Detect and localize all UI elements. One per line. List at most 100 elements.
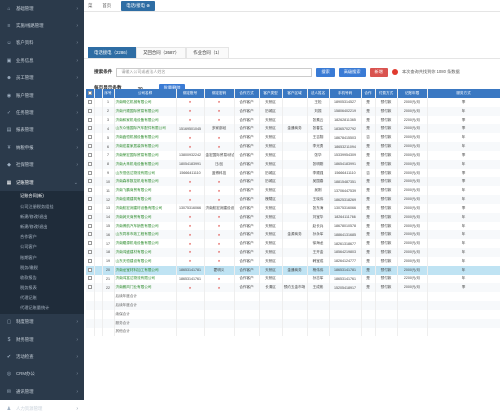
sidebar-subitem-4[interactable]: 合作客户: [20, 234, 37, 240]
row-checkbox[interactable]: [87, 205, 92, 210]
row-checkbox[interactable]: [87, 108, 92, 113]
sidebar-item-9[interactable]: ◆ 社保管理 ›: [0, 157, 84, 174]
table-row[interactable]: 5 济南鑫恒机械设备有限公司 × × 合作客户 天桥区 王吉翔 18678415503 否预付款…: [86, 133, 500, 143]
sidebar-subitem-10[interactable]: 代理记账: [20, 295, 37, 301]
sidebar-subitem-9[interactable]: 税务报表: [20, 285, 37, 291]
cell-1[interactable]: 济南博航汽车销售有限公司: [114, 221, 177, 231]
sidebar-item-3[interactable]: ▣ 业务信息 ›: [0, 52, 84, 69]
cell-1[interactable]: 山东众驰国际汽车配件有限公司: [114, 124, 177, 134]
row-checkbox[interactable]: [87, 126, 92, 131]
row-checkbox[interactable]: [87, 179, 92, 184]
row-checkbox[interactable]: [87, 135, 92, 140]
sidebar-subitem-2[interactable]: 新建/修改/退出: [20, 213, 48, 219]
table-row[interactable]: 7济南荣宏国际贸易有限公司13800932242金宏国际贸易/综合+153399…: [86, 150, 500, 160]
row-checkbox[interactable]: [87, 99, 92, 104]
subtab-0[interactable]: 电话接电（2286）: [88, 47, 137, 58]
row-checkbox[interactable]: [87, 152, 92, 157]
cell-1[interactable]: 济南鑫恒机械设备有限公司: [114, 133, 177, 143]
table-row[interactable]: 11 济南飞鹏商贸有限公司 × × 合作客户 天桥区 吴刚 13706447539 是预付款 20…: [86, 186, 500, 196]
row-checkbox[interactable]: [87, 188, 92, 193]
cell-1[interactable]: 济南和家机电设备有限公司: [114, 115, 177, 125]
advanced-search-button[interactable]: 高级搜索: [338, 67, 366, 77]
select-all-checkbox[interactable]: [87, 91, 92, 95]
batch-delete-button[interactable]: 批量删除: [158, 83, 186, 93]
sidebar-subitem-8[interactable]: 收款报告: [20, 274, 37, 280]
sidebar-item-6[interactable]: ✓ 任务管理 ›: [0, 104, 84, 121]
search-button[interactable]: 搜索: [316, 67, 335, 77]
cell-1[interactable]: 济南佳顺建筑有限公司: [114, 195, 177, 204]
search-input[interactable]: 请输入公司或者法人姓名: [116, 67, 313, 77]
row-checkbox[interactable]: [87, 170, 92, 175]
sidebar-subitem-1[interactable]: 公司注册税务组挂: [20, 203, 54, 209]
table-row[interactable]: 19 山东天恒建设有限公司 × × 合作客户 天桥区 韩宝成 18264124777 是预付款 2…: [86, 256, 500, 266]
table-row[interactable]: 8 济南大禾机电设备有限公司 18054183991 汪/品 合作客户 天桥区 张明刚 186…: [86, 159, 500, 169]
cell-1[interactable]: 济南荣宏国际贸易有限公司: [114, 150, 177, 160]
sidebar-subitem-0[interactable]: 记账合同(新): [20, 193, 44, 199]
sidebar-subitem-3[interactable]: 新建/修改/退出: [20, 223, 48, 229]
sidebar-bottom-item-4[interactable]: ✉ 通讯管理 ›: [0, 383, 84, 400]
cell-1[interactable]: 山东同林市政工程有限公司: [114, 230, 177, 240]
cell-1[interactable]: 济南鸿富达物流有限公司: [114, 274, 177, 284]
table-row[interactable]: 13济南航宏润建材设备有限公司13075316066济南航宏润建设设备有限公司合…: [86, 203, 500, 213]
cell-1[interactable]: 济南飞鹏商贸有限公司: [114, 186, 177, 196]
row-checkbox[interactable]: [87, 223, 92, 228]
row-checkbox[interactable]: [87, 144, 92, 149]
sidebar-bottom-item-3[interactable]: ◎ CRM办公 ›: [0, 366, 84, 383]
cell-1[interactable]: 济南朗风门业有限公司: [114, 283, 177, 293]
page-size-value[interactable]: 20: [137, 85, 143, 91]
cell-1[interactable]: 济南大禾机电设备有限公司: [114, 159, 177, 169]
table-row[interactable]: 14 济南润天商贸有限公司 × × 合作客户 天桥区 刘宝华 18264111766 是预付款 2…: [86, 212, 500, 222]
cell-1[interactable]: 济南明亿机械有限公司: [114, 98, 177, 107]
row-checkbox[interactable]: [87, 117, 92, 122]
sidebar-subitem-5[interactable]: 公司客户: [20, 244, 37, 250]
row-checkbox[interactable]: [87, 197, 92, 202]
sidebar-subitem-7[interactable]: 税务/缴税: [20, 264, 38, 270]
row-checkbox[interactable]: [87, 285, 92, 290]
sidebar-bottom-item-5[interactable]: ♟ 人力资源管理 ›: [0, 401, 84, 418]
add-button[interactable]: 新增: [369, 67, 388, 77]
sidebar-bottom-item-0[interactable]: ▢ 制度管理 ›: [0, 314, 84, 331]
sidebar-bottom-item-2[interactable]: ✔ 活动检查 ›: [0, 348, 84, 365]
cell-1[interactable]: 山东恒信达物流有限公司: [114, 168, 177, 178]
sidebar-item-0[interactable]: ⌂ 基础管理 ›: [0, 0, 84, 17]
sidebar-subitem-6[interactable]: 账期客户: [20, 254, 37, 260]
row-checkbox[interactable]: [87, 241, 92, 246]
table-row[interactable]: 10 济南森林数控机电有限公司 × × 合作客户 历城区 吴国春 18815487351 是预付…: [86, 177, 500, 187]
table-row[interactable]: 20 济南龙宝材料加工有限公司 18653141781 霍明义 合作客户 天桥区 金通商务杨…: [86, 265, 500, 275]
cell-1[interactable]: 济南龙宝材料加工有限公司: [114, 265, 177, 275]
row-checkbox[interactable]: [87, 214, 92, 219]
row-checkbox[interactable]: [87, 258, 92, 263]
table-row[interactable]: 18 济南鸿盛建材有限公司 × × 合作客户 天桥区 王开金 18564219803 是预付款 2…: [86, 248, 500, 257]
sidebar-bottom-item-1[interactable]: $ 财务管理 ›: [0, 331, 84, 348]
row-checkbox[interactable]: [87, 232, 92, 237]
sidebar-item-10[interactable]: ▦ 记账管理 ⌄: [0, 174, 84, 191]
menu-toggle[interactable]: 菜: [88, 2, 93, 8]
row-checkbox[interactable]: [87, 249, 92, 254]
table-row[interactable]: 9 山东恒信达物流有限公司 15666411110 蓝博科技 合作客户 历城区 李顺强 156…: [86, 168, 500, 178]
cell-1[interactable]: 济南鸿盛建材有限公司: [114, 248, 177, 257]
table-row[interactable]: 12 济南佳顺建筑有限公司 × × 合作客户 槐荫区 王晓伟 18625318269 是预付款 2…: [86, 195, 500, 204]
table-row[interactable]: 21 济南鸿富达物流有限公司 18653141761 × 合作客户 天桥区 孙志军 18653…: [86, 274, 500, 284]
table-row[interactable]: 17 济南耀源机电设备有限公司 × × 合作客户 天桥区 徐海龙 18261318677 是预付…: [86, 239, 500, 249]
table-row[interactable]: 2 济南兴顺国际贸易有限公司 × × 合作客户 历城区 刘振 15806402219 是预付款 2…: [86, 106, 500, 116]
table-row[interactable]: 3 济南和家机电设备有限公司 × × 合作客户 天桥区 张素云 18262811365 是预付款…: [86, 115, 500, 125]
cell-1[interactable]: 济南耀源机电设备有限公司: [114, 239, 177, 249]
table-row[interactable]: 1 济南明亿机械有限公司 × × 合作客户 天桥区 王松 18905314527 是预付款 200…: [86, 98, 500, 107]
cell-1[interactable]: 山东天恒建设有限公司: [114, 256, 177, 266]
cell-1[interactable]: 济南航宏润建材设备有限公司: [114, 203, 177, 213]
subtab-1[interactable]: 又回合同（2687）: [136, 47, 187, 58]
row-checkbox[interactable]: [87, 161, 92, 166]
sidebar-item-7[interactable]: ▤ 报表管理 ›: [0, 122, 84, 139]
cell-1[interactable]: 济南森林数控机电有限公司: [114, 177, 177, 187]
table-row[interactable]: 4 山东众驰国际汽车配件有限公司 15169501045 多家部经 合作客户 天桥区 金通商…: [86, 124, 500, 134]
subtab-2[interactable]: 作业合同（1）: [186, 47, 230, 58]
table-row[interactable]: 16 山东同林市政工程有限公司 × × 合作客户 天桥区 金源商务 孙永军 1886413168…: [86, 230, 500, 240]
sidebar-item-5[interactable]: ◉ 账户管理 ›: [0, 87, 84, 104]
row-checkbox[interactable]: [87, 267, 92, 272]
sidebar-subitem-11[interactable]: 代理记账量统计: [20, 305, 50, 311]
cell-1[interactable]: 济南兴顺国际贸易有限公司: [114, 106, 177, 116]
tab-active[interactable]: 电话/接电 ⊗: [121, 0, 155, 11]
cell-1[interactable]: 济南宏星家居装饰有限公司: [114, 142, 177, 151]
sidebar-item-4[interactable]: ☻ 员工管理 ›: [0, 70, 84, 87]
table-row[interactable]: 6 济南宏星家居装饰有限公司 × × 合作客户 天桥区 李光勇 18653211094 是预付款…: [86, 142, 500, 151]
